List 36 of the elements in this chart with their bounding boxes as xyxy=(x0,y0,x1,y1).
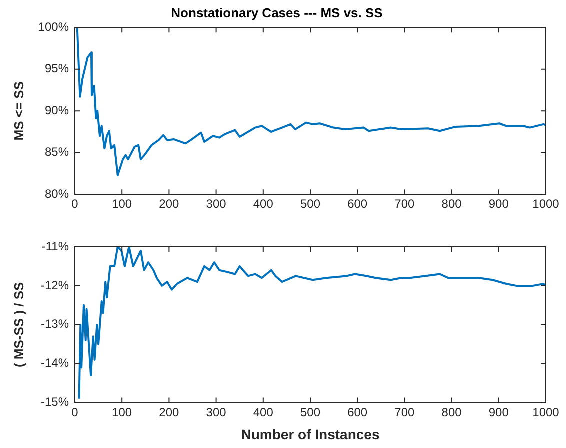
x-tick-label: 1000 xyxy=(532,197,560,212)
y-axis-title: ( MS-SS ) / SS xyxy=(11,282,26,368)
x-tick-label: 600 xyxy=(348,405,368,420)
x-tick-label: 500 xyxy=(300,197,321,212)
x-tick-label: 0 xyxy=(72,405,79,420)
x-tick-label: 700 xyxy=(394,197,416,212)
x-tick-label: 300 xyxy=(206,197,227,212)
y-tick-label: -11% xyxy=(42,239,70,254)
x-tick-label: 100 xyxy=(112,197,132,212)
x-tick-label: 500 xyxy=(300,405,321,420)
x-tick-label: 400 xyxy=(253,197,274,212)
x-axis-title: Number of Instances xyxy=(241,426,380,442)
y-tick-label: -13% xyxy=(40,317,70,332)
x-tick-label: 200 xyxy=(159,197,180,212)
x-tick-label: 800 xyxy=(442,405,462,420)
x-tick-label: 400 xyxy=(253,405,274,420)
x-tick-label: 800 xyxy=(442,197,462,212)
x-tick-label: 100 xyxy=(112,405,132,420)
y-tick-label: -12% xyxy=(40,278,70,292)
y-tick-label: 95% xyxy=(44,62,70,76)
x-tick-label: 900 xyxy=(488,197,510,212)
x-tick-label: 200 xyxy=(159,405,180,420)
y-tick-label: 100% xyxy=(38,20,70,34)
x-tick-label: 300 xyxy=(206,405,227,420)
x-tick-label: 600 xyxy=(348,197,368,212)
y-tick-label: 80% xyxy=(44,186,70,201)
x-tick-label: 700 xyxy=(394,405,416,420)
y-tick-label: -15% xyxy=(40,395,70,410)
y-axis-title: MS <= SS xyxy=(11,81,26,141)
chart-title: Nonstationary Cases --- MS vs. SS xyxy=(171,5,384,20)
x-tick-label: 0 xyxy=(72,197,79,212)
y-tick-label: -14% xyxy=(40,356,70,370)
y-tick-label: 85% xyxy=(44,145,70,160)
y-tick-label: 90% xyxy=(44,103,70,118)
x-tick-label: 1000 xyxy=(532,405,560,420)
x-tick-label: 900 xyxy=(488,405,510,420)
